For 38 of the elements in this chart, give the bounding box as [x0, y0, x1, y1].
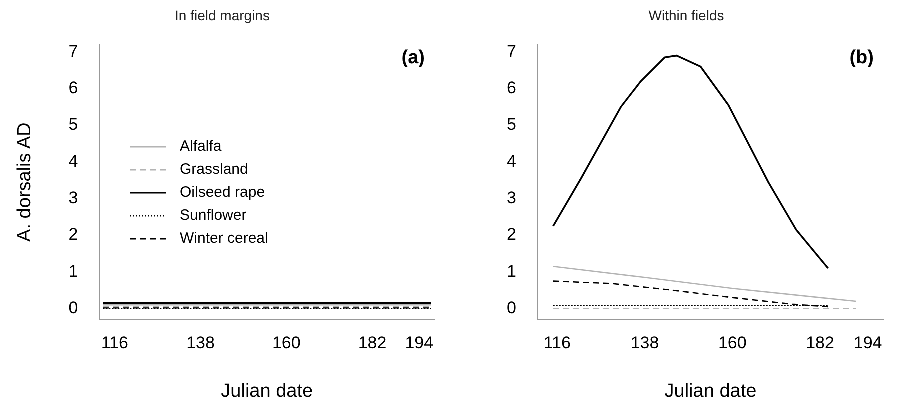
x-tick-label: 182 [358, 334, 387, 353]
x-tick-label: 194 [405, 334, 434, 353]
legend-label: Grassland [180, 161, 248, 178]
y-tick-label: 1 [68, 262, 78, 281]
legend-label: Sunflower [180, 207, 247, 224]
annotation: (a) [402, 48, 425, 69]
y-tick-label: 0 [506, 298, 516, 318]
y-tick-label: 2 [68, 225, 78, 244]
annotation: (b) [850, 48, 874, 69]
legend-label: Alfalfa [180, 138, 222, 155]
y-tick-label: 1 [506, 262, 516, 281]
y-tick-label: 3 [68, 188, 78, 208]
y-tick-label: 7 [506, 42, 516, 61]
y-tick-label: 4 [506, 152, 516, 171]
y-tick-label: 3 [506, 188, 516, 208]
y-tick-label: 6 [68, 78, 78, 98]
x-axis-title: Julian date [664, 380, 757, 402]
y-tick-label: 7 [68, 42, 78, 61]
x-tick-label: 138 [186, 334, 215, 353]
x-tick-label: 194 [854, 334, 882, 353]
legend-label: Winter cereal [180, 230, 268, 247]
y-tick-label: 4 [68, 152, 78, 171]
y-tick-label: 0 [68, 298, 78, 318]
y-axis-title: A. dorsalis AD [14, 122, 36, 242]
legend-label: Oilseed rape [180, 184, 266, 201]
x-tick-label: 116 [101, 334, 128, 353]
x-tick-label: 160 [718, 334, 747, 353]
y-tick-label: 2 [506, 225, 516, 244]
chart-title: Within fields [648, 7, 724, 24]
y-tick-label: 5 [506, 115, 516, 134]
x-axis-title: Julian date [221, 380, 314, 402]
x-tick-label: 160 [272, 334, 301, 353]
y-tick-label: 5 [68, 115, 78, 134]
x-tick-label: 182 [806, 334, 834, 353]
y-tick-label: 6 [506, 78, 516, 98]
chart-title: In field margins [175, 7, 270, 24]
x-tick-label: 116 [544, 334, 571, 353]
x-tick-label: 138 [630, 334, 660, 353]
